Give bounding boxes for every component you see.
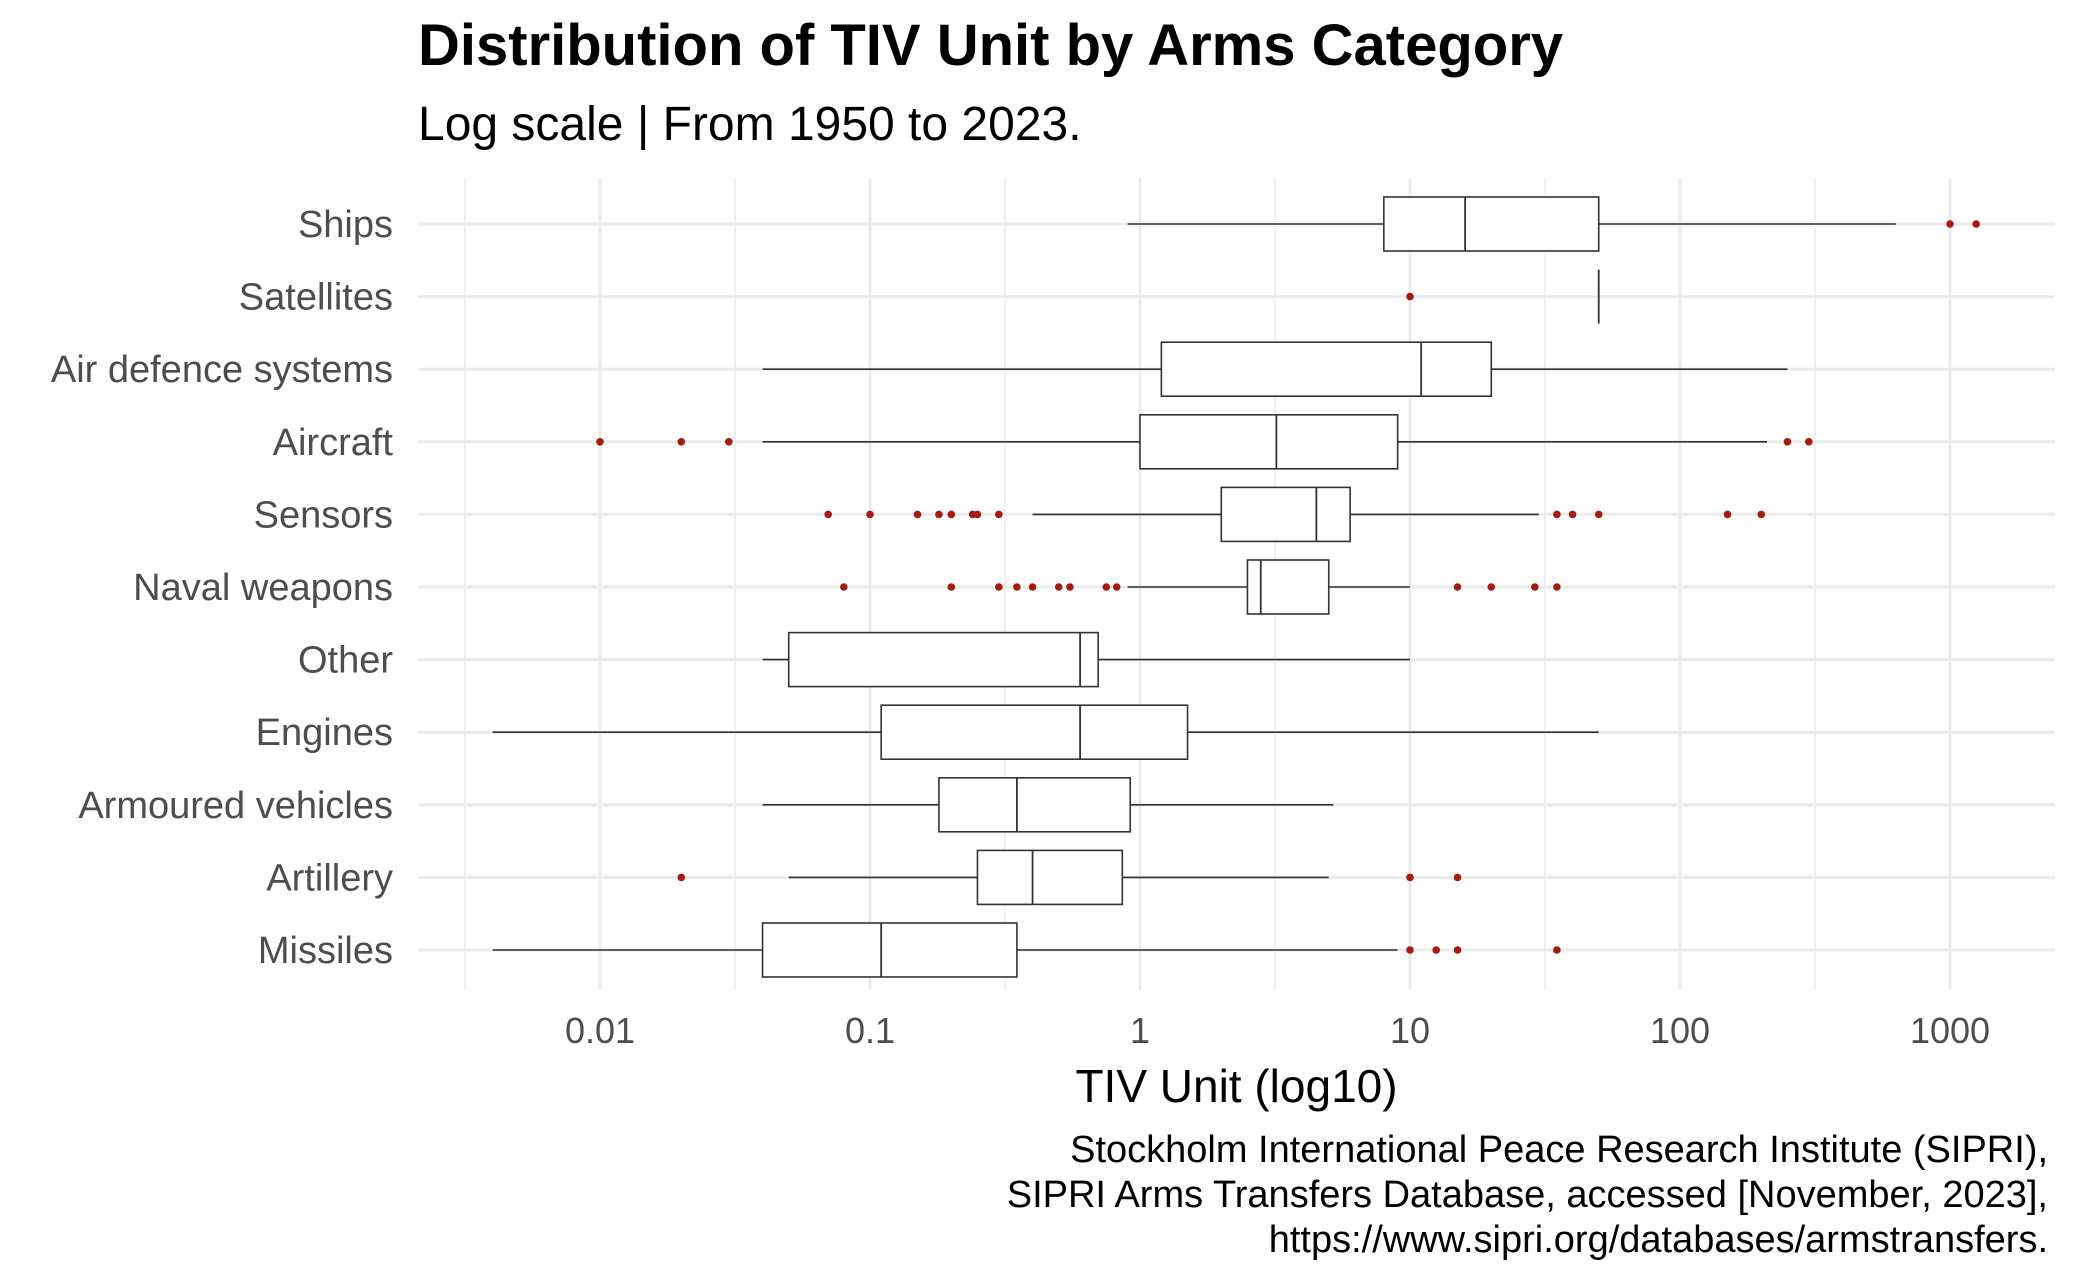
category-label: Missiles: [258, 930, 393, 972]
category-label: Engines: [256, 712, 393, 754]
iqr-box: [761, 922, 1018, 978]
box-naval-weapons: [840, 559, 1561, 615]
outlier-point: [1568, 510, 1577, 519]
chart-title: Distribution of TIV Unit by Arms Categor…: [418, 13, 1564, 78]
x-tick-label: 100: [1650, 1010, 1710, 1051]
box-air-defence-systems: [762, 341, 1788, 398]
outlier-point: [1531, 583, 1539, 591]
x-tick-label: 0.1: [845, 1010, 895, 1051]
outlier-point: [1406, 946, 1414, 954]
outlier-point: [1112, 583, 1121, 591]
outlier-point: [1972, 220, 1980, 228]
x-tick-labels: 0.01 0.1 1 10 100 1000: [565, 1010, 1990, 1051]
outlier-point: [1946, 220, 1954, 228]
box-armoured-vehicles: [762, 776, 1334, 833]
category-labels: Ships Satellites Air defence systems Aircra…: [51, 204, 394, 972]
outlier-point: [1553, 510, 1561, 519]
outlier-point: [947, 583, 956, 591]
box-aircraft: [596, 413, 1813, 470]
outlier-point: [725, 438, 733, 446]
x-tick-label: 1000: [1910, 1010, 1990, 1051]
category-label: Armoured vehicles: [78, 785, 393, 827]
outlier-point: [1406, 292, 1414, 301]
outlier-point: [840, 583, 848, 591]
iqr-box: [787, 631, 1099, 688]
outlier-point: [677, 438, 686, 446]
category-label: Satellites: [239, 277, 393, 319]
chart-subtitle: Log scale | From 1950 to 2023.: [418, 98, 1082, 151]
iqr-box: [1246, 559, 1330, 615]
outlier-point: [935, 510, 943, 519]
iqr-box: [976, 849, 1124, 906]
outlier-point: [1553, 946, 1561, 954]
box-series: [492, 196, 1980, 978]
major-gridlines: [418, 178, 2055, 990]
iqr-box: [1139, 413, 1399, 470]
outlier-point: [913, 510, 922, 519]
outlier-point: [1102, 583, 1111, 591]
outlier-point: [677, 873, 686, 882]
outlier-point: [1757, 510, 1766, 519]
category-label: Naval weapons: [133, 567, 393, 609]
caption-line-1: Stockholm International Peace Research I…: [1070, 1129, 2048, 1171]
outlier-point: [995, 510, 1003, 519]
iqr-box: [938, 776, 1132, 833]
outlier-point: [1432, 946, 1440, 954]
caption-line-3: https://www.sipri.org/databases/armstran…: [1268, 1219, 2048, 1261]
category-label: Ships: [298, 204, 393, 246]
box-engines: [492, 704, 1599, 761]
x-tick-label: 0.01: [565, 1010, 635, 1051]
outlier-point: [1453, 583, 1462, 591]
caption-line-2: SIPRI Arms Transfers Database, accessed …: [1006, 1174, 2048, 1216]
outlier-point: [947, 510, 956, 519]
outlier-point: [1553, 583, 1561, 591]
iqr-box: [880, 704, 1189, 761]
category-label: Sensors: [254, 494, 393, 536]
outlier-point: [973, 510, 982, 519]
box-missiles: [492, 922, 1561, 978]
outlier-point: [866, 510, 874, 519]
outlier-point: [1453, 946, 1462, 954]
outlier-point: [1013, 583, 1021, 591]
iqr-box: [1160, 341, 1493, 398]
category-label: Other: [298, 640, 393, 682]
outlier-point: [1028, 583, 1037, 591]
category-label: Artillery: [266, 857, 393, 899]
category-label: Aircraft: [273, 422, 394, 464]
source-caption: Stockholm International Peace Research I…: [1007, 1128, 2048, 1263]
iqr-box: [1383, 196, 1600, 252]
outlier-point: [995, 583, 1003, 591]
box-other: [762, 631, 1410, 688]
outlier-point: [1783, 438, 1792, 446]
outlier-point: [1406, 873, 1414, 882]
category-label: Air defence systems: [51, 349, 393, 391]
outlier-point: [1723, 510, 1732, 519]
box-ships: [1127, 196, 1980, 252]
outlier-point: [1054, 583, 1063, 591]
outlier-point: [596, 438, 604, 446]
outlier-point: [824, 510, 832, 519]
x-tick-label: 1: [1130, 1010, 1150, 1051]
outlier-point: [1453, 873, 1462, 882]
box-artillery: [677, 849, 1462, 906]
iqr-box: [1220, 486, 1351, 543]
outlier-point: [1594, 510, 1603, 519]
x-axis-title: TIV Unit (log10): [1075, 1060, 1397, 1112]
outlier-point: [1805, 438, 1813, 446]
outlier-point: [1066, 583, 1074, 591]
box-sensors: [824, 486, 1766, 543]
x-tick-label: 10: [1390, 1010, 1430, 1051]
outlier-point: [1487, 583, 1496, 591]
box-satellites: [1406, 269, 1600, 324]
